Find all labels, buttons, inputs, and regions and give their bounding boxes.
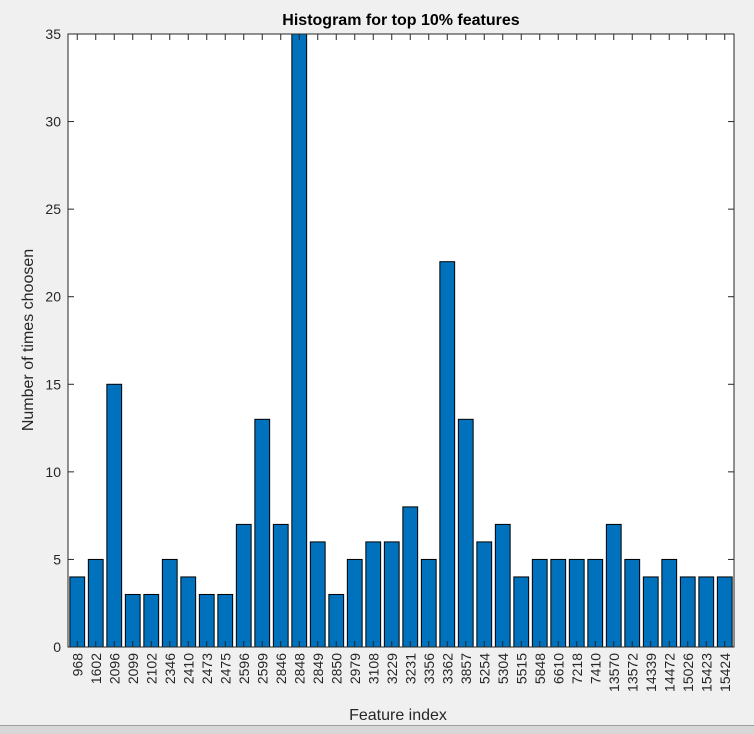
bar-2979	[346, 558, 363, 648]
bar-5848	[531, 558, 548, 648]
axes-background	[68, 34, 734, 647]
x-tick-label-5304: 5304	[495, 653, 511, 684]
x-tick-label-1602: 1602	[88, 653, 104, 684]
x-tick-label-3857: 3857	[458, 653, 474, 684]
ticks-layer: 968 1602 2096 2099 2102 2346 2410 2473 2475 2596 2…	[45, 26, 734, 692]
bar-2850	[328, 593, 345, 648]
bar-2596	[235, 523, 252, 648]
x-tick-label-15026: 15026	[680, 653, 696, 692]
bar-2102	[143, 593, 160, 648]
bar-7218	[568, 558, 585, 648]
x-tick-label-2849: 2849	[310, 653, 326, 684]
bar-6610	[550, 558, 567, 648]
x-tick-label-5515: 5515	[513, 653, 529, 684]
bar-2096	[106, 383, 123, 648]
bar-2848	[291, 33, 308, 648]
y-tick-label-30: 30	[45, 114, 61, 130]
bar-5254	[476, 541, 493, 648]
bar-968	[69, 576, 86, 648]
y-tick-label-15: 15	[45, 376, 61, 392]
x-tick-label-7410: 7410	[587, 653, 603, 684]
x-tick-label-2473: 2473	[199, 653, 215, 684]
y-tick-label-35: 35	[45, 26, 61, 42]
bar-13572	[624, 558, 641, 648]
window-bottom-edge	[0, 725, 754, 734]
y-tick-label-25: 25	[45, 201, 61, 217]
bar-3108	[365, 541, 382, 648]
bar-2475	[217, 593, 234, 648]
x-tick-label-5254: 5254	[476, 653, 492, 684]
bar-14472	[661, 558, 678, 648]
x-tick-label-2846: 2846	[273, 653, 289, 684]
x-tick-label-2979: 2979	[347, 653, 363, 684]
bar-3356	[420, 558, 437, 648]
bar-2473	[198, 593, 215, 648]
axes-frame	[67, 33, 735, 648]
x-tick-label-5848: 5848	[532, 653, 548, 684]
bar-15026	[679, 576, 696, 648]
y-axis-label: Number of times choosen	[20, 249, 37, 431]
bar-3229	[383, 541, 400, 648]
x-tick-label-13572: 13572	[624, 653, 640, 692]
x-tick-label-2346: 2346	[162, 653, 178, 684]
bar-14339	[642, 576, 659, 648]
bar-2599	[254, 418, 271, 648]
bar-5515	[513, 576, 530, 648]
x-tick-label-2410: 2410	[180, 653, 196, 684]
x-tick-label-15424: 15424	[717, 653, 733, 692]
x-tick-label-968: 968	[69, 653, 85, 677]
x-tick-label-3356: 3356	[421, 653, 437, 684]
x-tick-label-2850: 2850	[328, 653, 344, 684]
bar-2849	[309, 541, 326, 648]
bar-3231	[402, 506, 419, 648]
x-tick-label-6610: 6610	[550, 653, 566, 684]
x-tick-label-2848: 2848	[291, 653, 307, 684]
x-tick-label-2102: 2102	[143, 653, 159, 684]
bar-3857	[457, 418, 474, 648]
x-tick-label-3362: 3362	[439, 653, 455, 684]
bar-5304	[494, 523, 511, 648]
x-tick-label-15423: 15423	[698, 653, 714, 692]
bar-15424	[716, 576, 733, 648]
x-tick-label-2599: 2599	[254, 653, 270, 684]
bar-15423	[698, 576, 715, 648]
x-tick-label-7218: 7218	[569, 653, 585, 684]
bar-2410	[180, 576, 197, 648]
x-tick-label-2099: 2099	[125, 653, 141, 684]
y-tick-label-10: 10	[45, 464, 61, 480]
x-axis-label: Feature index	[349, 707, 447, 724]
x-tick-label-3108: 3108	[365, 653, 381, 684]
x-tick-label-3229: 3229	[384, 653, 400, 684]
bar-7410	[587, 558, 604, 648]
x-tick-label-2096: 2096	[106, 653, 122, 684]
x-tick-label-14339: 14339	[643, 653, 659, 692]
x-tick-label-13570: 13570	[606, 653, 622, 692]
y-tick-label-20: 20	[45, 289, 61, 305]
y-tick-label-5: 5	[53, 551, 61, 567]
x-tick-label-3231: 3231	[402, 653, 418, 684]
x-tick-label-2596: 2596	[236, 653, 252, 684]
x-tick-label-14472: 14472	[661, 653, 677, 692]
bar-13570	[605, 523, 622, 648]
y-tick-label-0: 0	[53, 639, 61, 655]
bar-3362	[439, 261, 456, 648]
bar-1602	[87, 558, 104, 648]
x-tick-label-2475: 2475	[217, 653, 233, 684]
bar-2346	[161, 558, 178, 648]
chart-title: Histogram for top 10% features	[282, 12, 519, 29]
bar-2099	[124, 593, 141, 648]
bar-2846	[272, 523, 289, 648]
